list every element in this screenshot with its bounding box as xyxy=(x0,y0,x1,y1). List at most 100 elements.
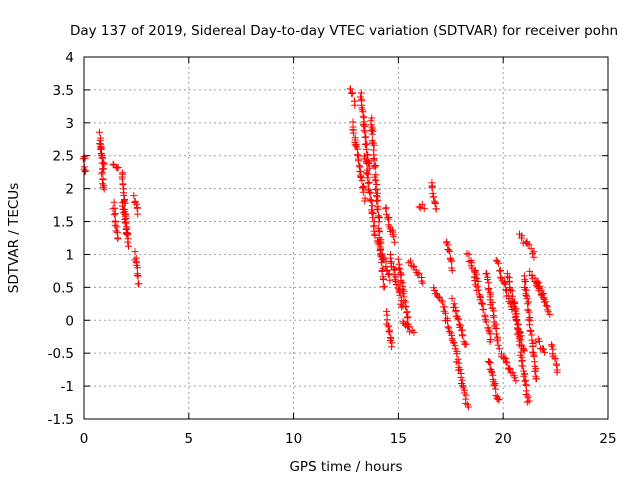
data-point xyxy=(410,328,418,336)
data-point xyxy=(486,359,494,367)
data-point xyxy=(347,85,354,93)
data-point xyxy=(485,328,493,336)
data-point xyxy=(492,385,500,393)
data-point xyxy=(385,214,393,221)
data-point xyxy=(100,185,108,193)
data-point xyxy=(123,229,131,237)
data-point xyxy=(390,233,398,241)
y-tick-label: -1.5 xyxy=(48,412,74,428)
data-point xyxy=(504,273,511,281)
data-point xyxy=(134,264,141,272)
data-point xyxy=(464,403,472,411)
data-point xyxy=(100,160,108,168)
data-point xyxy=(539,290,547,298)
data-point xyxy=(530,351,538,359)
y-tick-label: 2.5 xyxy=(53,149,74,165)
data-point xyxy=(512,307,520,315)
data-point xyxy=(553,368,561,376)
data-point xyxy=(431,200,439,207)
data-point xyxy=(462,340,470,348)
data-point xyxy=(375,218,383,226)
data-point xyxy=(432,205,440,213)
data-point xyxy=(536,337,543,345)
data-point xyxy=(551,355,559,363)
data-point xyxy=(451,303,459,311)
data-point xyxy=(438,298,446,306)
data-point xyxy=(386,276,394,284)
x-axis-label: GPS time / hours xyxy=(289,459,402,475)
data-point xyxy=(524,300,532,308)
data-point xyxy=(373,237,381,245)
data-point xyxy=(111,210,119,218)
data-point xyxy=(109,160,117,168)
data-point xyxy=(456,365,464,373)
data-point xyxy=(509,368,517,376)
y-tick-label: -0.5 xyxy=(48,346,74,362)
data-point xyxy=(363,151,371,159)
data-point xyxy=(96,145,104,153)
x-tick-label: 10 xyxy=(285,431,302,447)
data-point xyxy=(359,188,367,196)
data-point xyxy=(519,362,527,370)
data-point xyxy=(407,257,414,265)
data-point xyxy=(503,359,511,367)
data-point xyxy=(379,256,387,264)
data-point xyxy=(112,227,120,235)
y-tick-label: 2 xyxy=(65,182,74,198)
data-point xyxy=(363,169,371,177)
data-point xyxy=(353,151,361,159)
data-point xyxy=(495,259,502,267)
data-point xyxy=(515,329,523,337)
data-point xyxy=(110,211,118,219)
data-point xyxy=(501,355,509,363)
data-point xyxy=(541,348,549,356)
data-point xyxy=(522,278,530,286)
data-point xyxy=(380,276,387,284)
data-point xyxy=(419,279,427,287)
data-point xyxy=(521,370,529,378)
data-point xyxy=(351,101,359,109)
data-point xyxy=(448,257,456,265)
data-point xyxy=(410,263,418,271)
x-tick-label: 25 xyxy=(599,431,616,447)
data-point xyxy=(520,347,528,355)
data-point xyxy=(457,322,465,330)
data-point xyxy=(354,157,362,165)
data-point xyxy=(97,150,105,157)
data-point xyxy=(513,317,521,325)
data-point xyxy=(494,341,502,349)
y-axis-label: SDTVAR / TECUs xyxy=(6,183,22,293)
data-point xyxy=(395,264,403,272)
y-tick-label: 0 xyxy=(65,313,74,329)
data-point xyxy=(348,89,356,97)
data-point xyxy=(124,230,132,238)
data-point xyxy=(99,183,107,191)
data-point xyxy=(502,358,510,366)
data-point xyxy=(492,392,500,400)
data-point xyxy=(95,128,103,136)
data-point xyxy=(374,196,382,204)
y-tick-label: -1 xyxy=(61,379,74,395)
data-point xyxy=(114,235,122,243)
data-point xyxy=(485,358,492,365)
data-point xyxy=(459,332,467,340)
data-point xyxy=(448,294,456,302)
data-point xyxy=(495,396,503,404)
data-point xyxy=(429,193,437,201)
data-point xyxy=(497,267,505,274)
data-point xyxy=(98,170,106,178)
data-point xyxy=(453,347,461,355)
data-point xyxy=(363,159,371,167)
data-point xyxy=(82,167,90,175)
data-point xyxy=(443,239,450,247)
data-point xyxy=(99,159,107,167)
data-point xyxy=(118,175,126,183)
data-point xyxy=(361,133,369,141)
data-point xyxy=(414,271,422,279)
data-point xyxy=(507,286,514,294)
data-point xyxy=(401,302,409,310)
data-point xyxy=(391,238,399,246)
data-point xyxy=(548,342,556,350)
data-point xyxy=(403,314,411,322)
